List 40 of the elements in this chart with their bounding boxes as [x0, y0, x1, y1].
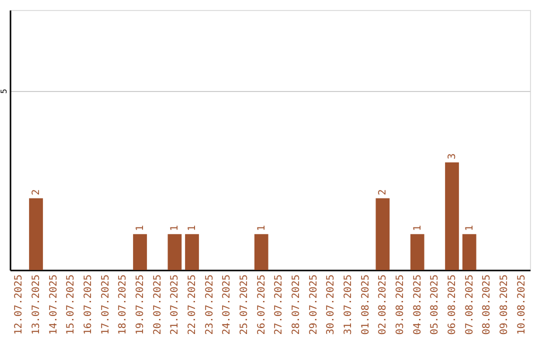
data-label: 2 [31, 189, 42, 196]
y-tick-label: 5 [0, 88, 8, 94]
x-tick-label: 26.07.2025 [256, 274, 268, 335]
x-tick-label: 13.07.2025 [31, 274, 42, 335]
x-tick-label: 09.08.2025 [499, 274, 510, 335]
x-tick-label: 05.08.2025 [430, 274, 441, 335]
data-label: 1 [135, 225, 146, 232]
x-tick-label: 20.07.2025 [152, 274, 164, 335]
x-tick-label: 02.08.2025 [378, 274, 389, 335]
x-tick-label: 03.08.2025 [395, 274, 406, 335]
x-tick-label: 14.07.2025 [48, 274, 60, 335]
x-tick-label: 18.07.2025 [118, 274, 129, 335]
x-tick-label: 27.07.2025 [274, 274, 285, 335]
x-tick-label: 08.08.2025 [482, 274, 493, 335]
x-tick-label: 07.08.2025 [464, 274, 476, 335]
x-tick-label: 04.08.2025 [412, 274, 424, 335]
data-label: 1 [256, 225, 268, 232]
x-tick-label: 22.07.2025 [187, 274, 198, 335]
data-label: 1 [170, 225, 181, 232]
x-tick-label: 17.07.2025 [100, 274, 112, 335]
x-tick-label: 29.07.2025 [308, 274, 320, 335]
x-tick-label: 16.07.2025 [83, 274, 94, 335]
x-tick-label: 15.07.2025 [66, 274, 77, 335]
data-label: 1 [464, 225, 476, 232]
x-tick-label: 23.07.2025 [204, 274, 216, 335]
x-tick-label: 21.07.2025 [170, 274, 181, 335]
data-label: 3 [447, 153, 458, 160]
x-tick-label: 12.07.2025 [14, 274, 25, 335]
x-tick-label: 30.07.2025 [326, 274, 337, 335]
x-tick-label: 24.07.2025 [222, 274, 233, 335]
x-tick-label: 25.07.2025 [239, 274, 250, 335]
x-tick-label: 28.07.2025 [291, 274, 302, 335]
x-tick-label: 19.07.2025 [135, 274, 146, 335]
data-label: 1 [187, 225, 198, 232]
x-tick-label: 06.08.2025 [447, 274, 458, 335]
x-tick-label: 10.08.2025 [516, 274, 528, 335]
x-tick-label: 31.07.2025 [343, 274, 354, 335]
x-tick-label: 01.08.2025 [360, 274, 372, 335]
data-label: 1 [412, 225, 424, 232]
data-label: 2 [378, 189, 389, 196]
